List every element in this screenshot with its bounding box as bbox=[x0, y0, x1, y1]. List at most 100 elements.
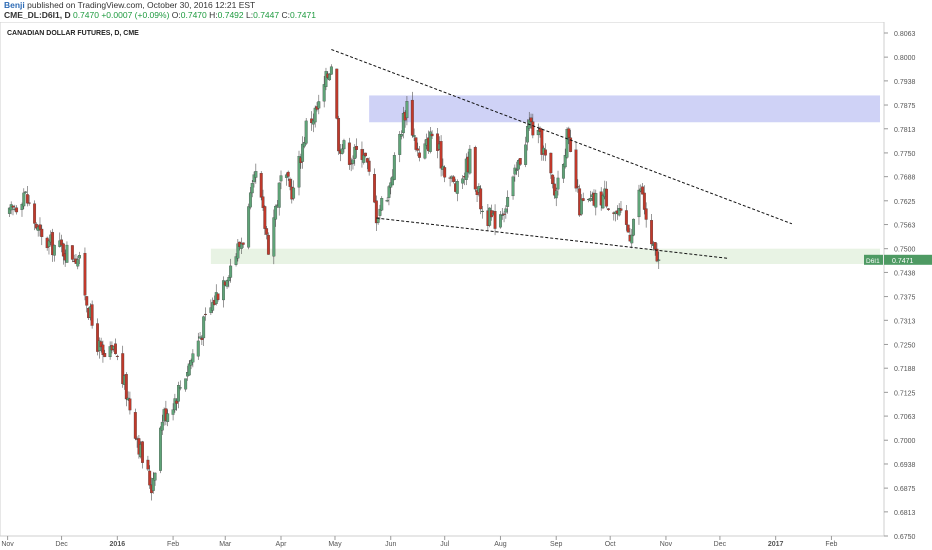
candle-body bbox=[259, 173, 263, 198]
candle-body bbox=[637, 189, 641, 218]
candle-body bbox=[569, 137, 573, 152]
candle-body bbox=[286, 171, 290, 177]
candle-body bbox=[574, 149, 578, 189]
candle-body bbox=[252, 174, 256, 183]
candle-body bbox=[360, 149, 364, 160]
candle-body bbox=[392, 155, 396, 180]
price-tick-label: 0.7750 bbox=[894, 151, 916, 158]
candle-body bbox=[518, 158, 522, 165]
symbol-label: CME_DL:D6I1, D bbox=[4, 10, 71, 20]
time-tick-label: Oct bbox=[605, 541, 616, 548]
candle-body bbox=[536, 130, 540, 136]
time-tick-label: Dec bbox=[55, 541, 68, 548]
candle-body bbox=[211, 302, 215, 311]
price-tick-label: 0.7625 bbox=[894, 199, 916, 206]
candle-body bbox=[378, 208, 382, 216]
candle-body bbox=[22, 192, 26, 207]
candle-body bbox=[128, 398, 132, 411]
candle-body bbox=[632, 218, 636, 236]
price-tick-label: 0.7375 bbox=[894, 295, 916, 302]
price-tick-label: 0.7438 bbox=[894, 270, 916, 277]
candle-body bbox=[317, 101, 321, 109]
candle-body bbox=[401, 112, 405, 134]
candle-body bbox=[502, 213, 506, 215]
candle-body bbox=[515, 169, 519, 171]
candle-body bbox=[653, 242, 657, 250]
time-tick-label: 2016 bbox=[110, 541, 126, 548]
price-tick-label: 0.7563 bbox=[894, 223, 916, 230]
candle-body bbox=[410, 99, 414, 136]
candle-body bbox=[175, 400, 179, 404]
candle-body bbox=[605, 188, 609, 207]
candle-body bbox=[529, 117, 533, 123]
candle-body bbox=[236, 243, 240, 259]
open-label: O: bbox=[171, 10, 181, 20]
candle-body bbox=[227, 277, 231, 282]
price-tick-label: 0.6875 bbox=[894, 486, 916, 493]
time-tick-label: Feb bbox=[167, 541, 179, 548]
candle-body bbox=[151, 478, 155, 491]
price-tick-label: 0.7500 bbox=[894, 247, 916, 254]
candle-body bbox=[418, 152, 421, 158]
price-tick-label: 0.6938 bbox=[894, 462, 916, 469]
candle-body bbox=[15, 207, 19, 213]
candle-body bbox=[60, 239, 64, 246]
chart-title: CANADIAN DOLLAR FUTURES, D, CME bbox=[7, 30, 139, 37]
zone-0 bbox=[369, 95, 880, 123]
close-label: C: bbox=[281, 10, 290, 20]
candle-body bbox=[274, 205, 278, 220]
candle-body bbox=[76, 259, 80, 267]
author-name[interactable]: Benji bbox=[4, 0, 25, 10]
price-tick-label: 0.7313 bbox=[894, 318, 916, 325]
candle-body bbox=[563, 155, 567, 168]
candle-body bbox=[250, 183, 254, 194]
candle-body bbox=[146, 459, 150, 470]
candle-body bbox=[65, 244, 69, 263]
candle-body bbox=[324, 71, 328, 88]
candle-body bbox=[335, 68, 339, 119]
price-tick-label: 0.7250 bbox=[894, 342, 916, 349]
candle-body bbox=[160, 421, 164, 431]
price-tick-label: 0.6750 bbox=[894, 534, 916, 541]
candle-body bbox=[516, 160, 520, 170]
candle-body bbox=[342, 140, 346, 150]
candle-body bbox=[644, 208, 648, 220]
plot-border bbox=[0, 22, 885, 537]
candle-body bbox=[204, 313, 207, 316]
candle-body bbox=[85, 296, 89, 306]
publish-line: Benji published on TradingView.com, Octo… bbox=[4, 0, 255, 11]
candle-body bbox=[506, 196, 510, 207]
candle-body bbox=[171, 409, 175, 415]
time-tick-label: Sep bbox=[550, 541, 563, 548]
last-price-symbol: D6I1 bbox=[866, 258, 880, 265]
candle-body bbox=[551, 174, 555, 185]
candle-body bbox=[234, 256, 238, 265]
candle-body bbox=[443, 167, 447, 178]
candle-body bbox=[51, 232, 55, 256]
candle-body bbox=[349, 163, 353, 165]
last-value: 0.7470 bbox=[72, 10, 99, 20]
price-chart[interactable]: 0.8063 0.8000 0.7938 0.7875 0.7813 0.7750 0.76… bbox=[0, 22, 932, 550]
candle-body bbox=[340, 148, 344, 154]
candle-body bbox=[455, 181, 459, 194]
candle-body bbox=[40, 228, 44, 238]
candle-body bbox=[554, 190, 558, 199]
open-value: 0.7470 bbox=[180, 10, 207, 20]
candle-body bbox=[337, 118, 341, 152]
candle-body bbox=[178, 387, 182, 389]
price-tick-label: 0.7938 bbox=[894, 79, 916, 86]
candle-body bbox=[265, 228, 269, 235]
candle-body bbox=[148, 470, 152, 486]
candle-body bbox=[452, 176, 456, 182]
candle-body bbox=[414, 137, 418, 150]
time-tick-label: Nov bbox=[1, 541, 14, 548]
candles-layer bbox=[7, 64, 661, 501]
candle-body bbox=[216, 293, 220, 300]
candle-body bbox=[177, 385, 180, 402]
time-tick-label: May bbox=[328, 541, 342, 548]
close-value: 0.7471 bbox=[289, 10, 316, 20]
candle-body bbox=[347, 142, 351, 165]
price-tick-label: 0.8000 bbox=[894, 55, 916, 62]
candle-body bbox=[25, 194, 29, 204]
candle-body bbox=[52, 244, 56, 256]
